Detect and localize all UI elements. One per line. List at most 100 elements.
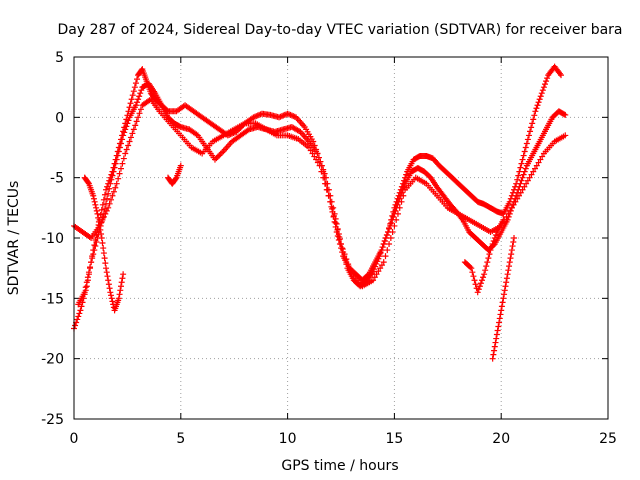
data-point-marker xyxy=(468,265,475,272)
data-point-marker xyxy=(94,210,101,217)
data-point-marker xyxy=(478,277,485,284)
series-track-f xyxy=(461,216,507,296)
data-point-marker xyxy=(375,268,382,275)
data-point-marker xyxy=(124,120,131,127)
series-track-e xyxy=(164,162,184,187)
data-point-marker xyxy=(535,99,542,106)
data-point-marker xyxy=(517,180,524,187)
data-point-marker xyxy=(525,132,532,139)
data-point-marker xyxy=(130,126,137,133)
x-tick-label: 10 xyxy=(279,431,297,447)
data-point-marker xyxy=(98,230,105,237)
data-point-marker xyxy=(483,263,490,270)
data-point-marker xyxy=(373,260,380,267)
data-point-marker xyxy=(508,247,515,254)
data-point-marker xyxy=(490,238,497,245)
data-point-marker xyxy=(127,100,134,107)
axes: 0 5 10 15 20 25 -25 -20 -15 -10 -5 0 5 xyxy=(41,50,617,447)
data-point-marker xyxy=(536,96,543,103)
data-point-marker xyxy=(87,264,94,271)
y-tick-label: -25 xyxy=(41,412,64,428)
data-point-marker xyxy=(390,213,397,220)
data-point-marker xyxy=(508,251,515,258)
data-point-marker xyxy=(522,165,529,172)
data-point-marker xyxy=(370,268,377,275)
data-point-marker xyxy=(130,88,137,95)
data-point-marker xyxy=(346,266,353,273)
data-point-marker xyxy=(371,266,378,273)
data-point-marker xyxy=(120,132,127,139)
data-point-marker xyxy=(133,118,140,125)
data-point-marker xyxy=(333,220,340,227)
data-point-marker xyxy=(500,295,507,302)
data-point-marker xyxy=(516,168,523,175)
data-point-marker xyxy=(510,239,517,246)
x-tick-label: 15 xyxy=(385,431,403,447)
data-point-marker xyxy=(528,171,535,178)
data-point-marker xyxy=(491,343,498,350)
data-point-marker xyxy=(528,124,535,131)
data-point-marker xyxy=(543,78,550,85)
data-point-marker xyxy=(380,259,387,266)
y-tick-label: -15 xyxy=(41,291,64,307)
data-point-marker xyxy=(77,307,84,314)
data-point-marker xyxy=(558,72,565,79)
data-point-marker xyxy=(112,184,119,191)
data-point-marker xyxy=(311,153,318,160)
data-point-marker xyxy=(540,84,547,91)
data-point-marker xyxy=(485,255,492,262)
data-point-marker xyxy=(505,210,512,217)
data-point-marker xyxy=(338,241,344,248)
data-point-marker xyxy=(486,251,493,258)
data-point-marker xyxy=(101,191,108,198)
data-point-marker xyxy=(85,269,92,276)
y-tick-label: -20 xyxy=(41,352,64,368)
data-point-marker xyxy=(109,172,116,179)
data-point-marker xyxy=(389,228,396,235)
data-point-marker xyxy=(529,120,536,127)
data-point-marker xyxy=(123,123,130,130)
data-point-marker xyxy=(507,255,514,262)
data-point-marker xyxy=(524,136,531,143)
data-point-marker xyxy=(118,279,125,286)
data-point-marker xyxy=(325,192,332,199)
data-point-marker xyxy=(111,164,118,171)
data-point-marker xyxy=(489,241,496,248)
data-point-marker xyxy=(75,313,82,320)
data-point-marker xyxy=(125,117,132,124)
y-tick-label: 5 xyxy=(55,50,64,66)
data-point-marker xyxy=(117,287,124,294)
data-point-marker xyxy=(108,292,115,299)
data-point-marker xyxy=(489,355,496,362)
data-point-marker xyxy=(488,244,495,251)
data-point-marker xyxy=(100,245,107,252)
data-point-marker xyxy=(341,251,348,258)
data-point-marker xyxy=(330,212,337,219)
data-point-marker xyxy=(482,267,489,274)
data-point-marker xyxy=(108,171,115,178)
data-point-marker xyxy=(108,295,115,302)
data-point-marker xyxy=(115,148,122,155)
data-point-marker xyxy=(106,285,113,292)
data-point-marker xyxy=(78,303,85,310)
data-point-marker xyxy=(393,216,400,223)
data-point-marker xyxy=(117,165,124,172)
data-point-marker xyxy=(492,231,499,238)
data-point-marker xyxy=(82,284,89,291)
data-point-marker xyxy=(132,102,139,109)
data-point-marker xyxy=(524,177,531,184)
data-point-marker xyxy=(506,263,513,270)
data-point-marker xyxy=(119,275,126,282)
y-tick-label: -10 xyxy=(41,231,64,247)
data-point-marker xyxy=(519,174,526,181)
data-point-marker xyxy=(496,315,503,322)
data-point-marker xyxy=(518,177,525,184)
data-point-marker xyxy=(126,138,133,145)
data-point-marker xyxy=(398,189,405,196)
data-point-marker xyxy=(401,183,408,190)
data-point-marker xyxy=(396,195,403,202)
data-point-marker xyxy=(503,275,510,282)
data-point-marker xyxy=(372,263,379,270)
data-point-marker xyxy=(396,204,403,211)
data-point-marker xyxy=(391,222,398,229)
